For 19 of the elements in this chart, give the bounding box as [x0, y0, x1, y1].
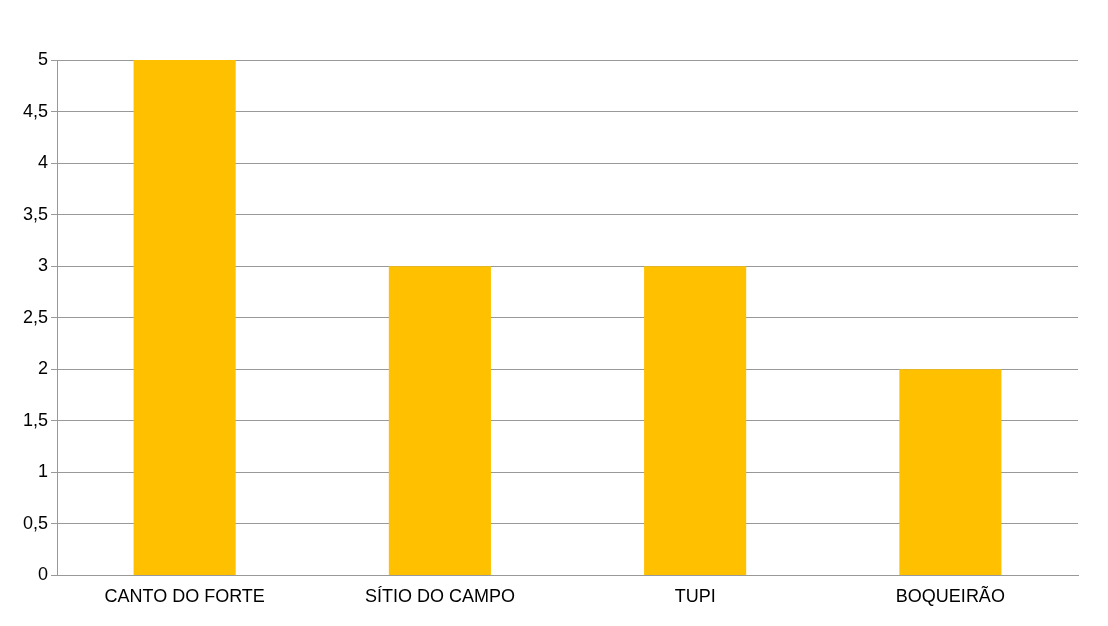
y-tick-label: 4 [38, 152, 49, 173]
bar [899, 369, 1002, 575]
y-tick-label: 1,5 [22, 409, 49, 430]
y-tick-label: 0,5 [22, 512, 49, 533]
bar [388, 266, 491, 575]
bar [133, 60, 236, 575]
y-tick-label: 2,5 [22, 306, 49, 327]
x-tick-label: BOQUEIRÃO [895, 585, 1005, 607]
y-tick-label: 5 [38, 48, 49, 69]
y-tick-label: 3,5 [22, 203, 49, 224]
x-tick-label: CANTO DO FORTE [104, 586, 265, 607]
x-tick-label: SÍTIO DO CAMPO [364, 586, 515, 607]
y-tick-label: 0 [38, 564, 49, 585]
bar [644, 266, 747, 575]
y-tick-label: 4,5 [22, 100, 49, 121]
x-tick-label: TUPI [674, 586, 716, 607]
y-tick-label: 2 [38, 358, 49, 379]
y-tick-label: 3 [38, 255, 49, 276]
y-tick-label: 1 [38, 461, 49, 482]
